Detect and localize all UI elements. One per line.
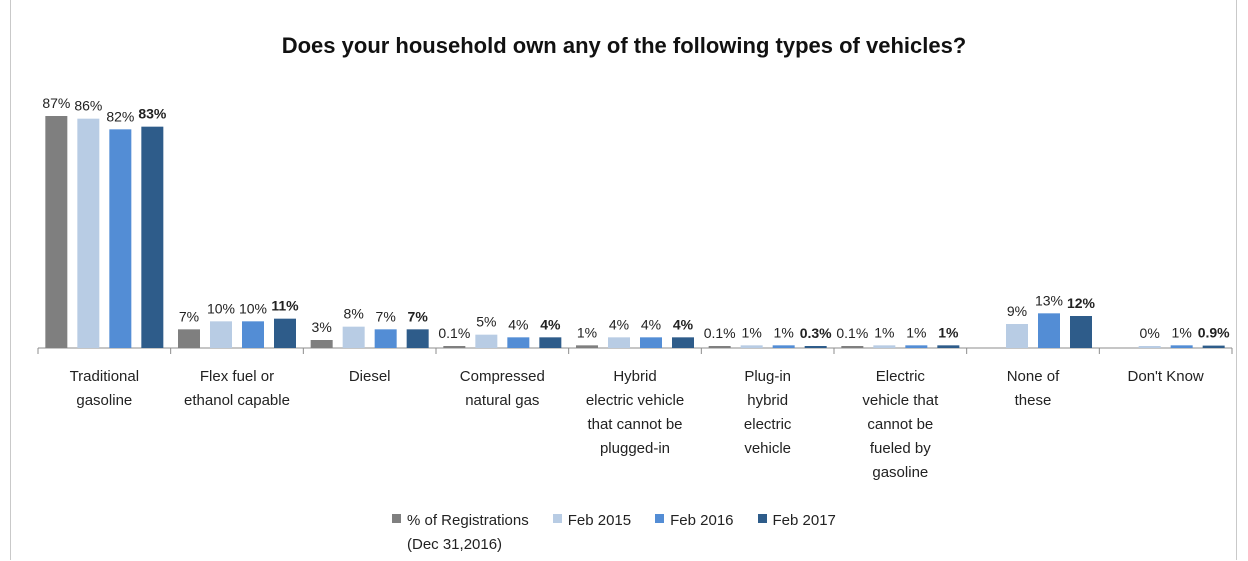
bar — [1070, 316, 1092, 348]
bar — [342, 326, 365, 348]
bar — [77, 118, 100, 349]
bar — [708, 346, 731, 348]
data-label: 1% — [874, 324, 894, 340]
data-label: 7% — [376, 308, 396, 324]
bar — [1170, 345, 1193, 348]
data-label: 1% — [938, 324, 959, 340]
bar — [672, 337, 694, 348]
data-label: 83% — [138, 106, 167, 122]
data-label: 9% — [1007, 303, 1027, 319]
legend-item-feb-2016: Feb 2016 — [655, 509, 734, 533]
data-label: 4% — [508, 316, 528, 332]
bar — [1006, 324, 1028, 348]
bar — [210, 321, 232, 348]
category-label: Compressed natural gas — [460, 368, 545, 409]
data-label: 1% — [774, 324, 794, 340]
data-label: 82% — [106, 108, 134, 124]
category-label: Diesel — [349, 368, 391, 385]
legend-item-feb-2017: Feb 2017 — [757, 509, 836, 533]
bar — [539, 337, 562, 348]
legend-swatch-feb-2015 — [552, 514, 562, 523]
bar — [1202, 345, 1225, 348]
data-label: 87% — [42, 95, 70, 111]
chart-legend: % of Registrations (Dec 31,2016) Feb 201… — [392, 509, 860, 557]
category-label: Plug-in hybrid electric vehicle — [744, 368, 792, 457]
data-label: 0.1% — [438, 325, 470, 341]
data-label: 10% — [207, 300, 235, 316]
data-label: 0.1% — [836, 325, 868, 341]
bar — [443, 346, 466, 348]
bar — [576, 345, 598, 348]
bar — [310, 340, 333, 348]
chart-title: Does your household own any of the follo… — [281, 33, 967, 58]
bar — [141, 126, 164, 349]
data-label: 4% — [609, 316, 629, 332]
data-label: 1% — [577, 324, 597, 340]
data-label: 5% — [476, 314, 496, 330]
data-label: 0.1% — [704, 325, 736, 341]
category-label: Don't Know — [1128, 368, 1204, 385]
category-label: Flex fuel or ethanol capable — [184, 368, 290, 409]
data-label: 12% — [1067, 295, 1096, 311]
bar — [274, 318, 296, 348]
bar — [905, 345, 928, 348]
bar — [873, 345, 896, 348]
legend-label-feb-2015: Feb 2015 — [567, 512, 632, 529]
legend-label-feb-2016: Feb 2016 — [670, 512, 734, 529]
legend-item-feb-2015: Feb 2015 — [552, 509, 632, 533]
category-label: Hybrid electric vehicle that cannot be plug… — [586, 368, 684, 457]
data-label: 86% — [74, 98, 102, 114]
bar — [937, 345, 960, 348]
data-label: 1% — [742, 324, 762, 340]
bar — [608, 337, 630, 348]
bar — [45, 116, 68, 348]
data-label: 10% — [239, 300, 267, 316]
data-label: 4% — [641, 316, 661, 332]
legend-swatch-registrations — [392, 514, 401, 523]
data-label: 7% — [408, 308, 429, 324]
bar — [1138, 346, 1161, 348]
bar — [841, 346, 864, 348]
bar — [109, 129, 132, 348]
category-label: Traditional gasoline — [70, 368, 139, 409]
data-label: 0% — [1140, 325, 1160, 341]
data-label: 1% — [1172, 324, 1192, 340]
bar — [640, 337, 662, 348]
data-label: 11% — [271, 298, 299, 314]
category-label: None of these — [1007, 368, 1060, 409]
data-label: 7% — [179, 308, 199, 324]
data-label: 4% — [540, 316, 561, 332]
legend-swatch-feb-2017 — [757, 514, 767, 523]
bar — [1038, 313, 1060, 348]
chart-frame — [10, 0, 1237, 560]
bar — [507, 337, 530, 348]
data-label: 3% — [312, 319, 332, 335]
data-label: 8% — [344, 306, 364, 322]
bar — [178, 329, 200, 348]
category-label: Electric vehicle that cannot be fueled by ga… — [862, 368, 939, 481]
data-label: 0.3% — [800, 325, 832, 341]
data-label: 1% — [906, 324, 926, 340]
bar — [242, 321, 264, 348]
bar — [772, 345, 795, 348]
legend-label-feb-2017: Feb 2017 — [772, 512, 836, 529]
data-label: 13% — [1035, 292, 1063, 308]
bar — [475, 334, 498, 348]
legend-item-registrations: % of Registrations (Dec 31,2016) — [392, 509, 529, 557]
bar — [804, 346, 827, 348]
bar — [740, 345, 763, 348]
data-label: 0.9% — [1198, 325, 1230, 341]
bar — [406, 329, 429, 348]
legend-swatch-feb-2016 — [655, 514, 665, 523]
bar — [374, 329, 397, 348]
legend-label-registrations: % of Registrations (Dec 31,2016) — [407, 512, 529, 553]
data-label: 4% — [673, 316, 694, 332]
